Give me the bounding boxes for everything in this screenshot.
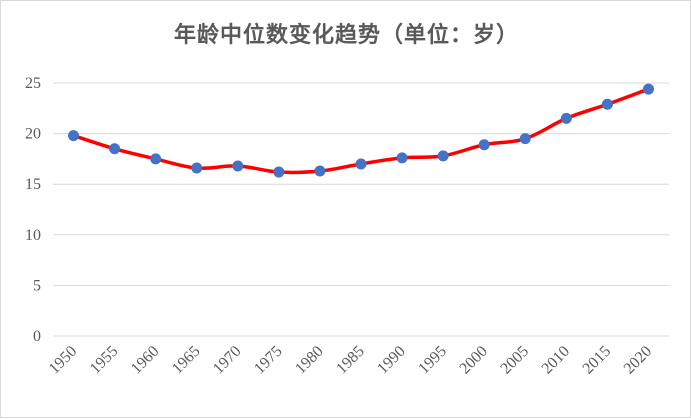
- data-point: [109, 143, 121, 155]
- y-tick-label: 5: [33, 277, 41, 294]
- x-tick-label: 1995: [415, 343, 450, 378]
- x-tick-label: 1960: [128, 343, 163, 378]
- x-tick-label: 1950: [46, 343, 81, 378]
- data-point: [314, 165, 326, 177]
- y-tick-label: 0: [33, 328, 41, 345]
- x-tick-label: 2015: [580, 343, 615, 378]
- x-tick-label: 1980: [292, 343, 327, 378]
- x-tick-label: 1990: [374, 343, 409, 378]
- data-point: [560, 112, 572, 124]
- data-point: [519, 133, 531, 145]
- data-point: [273, 166, 285, 178]
- x-tick-label: 1975: [251, 343, 286, 378]
- x-tick-label: 2005: [497, 343, 532, 378]
- data-point: [232, 160, 244, 172]
- x-tick-label: 1955: [87, 343, 122, 378]
- data-point: [437, 150, 449, 162]
- chart-title: 年龄中位数变化趋势（单位：岁）: [173, 22, 519, 48]
- y-tick-label: 25: [25, 75, 41, 92]
- x-tick-label: 1985: [333, 343, 368, 378]
- x-tick-label: 2010: [539, 343, 574, 378]
- data-point: [642, 83, 654, 95]
- data-point: [191, 162, 203, 174]
- y-tick-label: 15: [25, 176, 41, 193]
- data-point: [150, 153, 162, 165]
- x-tick-label: 1965: [169, 343, 204, 378]
- data-point: [68, 130, 80, 142]
- y-tick-label: 20: [25, 126, 41, 143]
- y-tick-label: 10: [25, 227, 41, 244]
- x-tick-label: 2000: [456, 343, 491, 378]
- data-point: [601, 98, 613, 110]
- data-point: [478, 139, 490, 151]
- x-tick-label: 1970: [210, 343, 245, 378]
- data-point: [355, 158, 367, 170]
- data-point: [396, 152, 408, 164]
- x-tick-label: 2020: [621, 343, 656, 378]
